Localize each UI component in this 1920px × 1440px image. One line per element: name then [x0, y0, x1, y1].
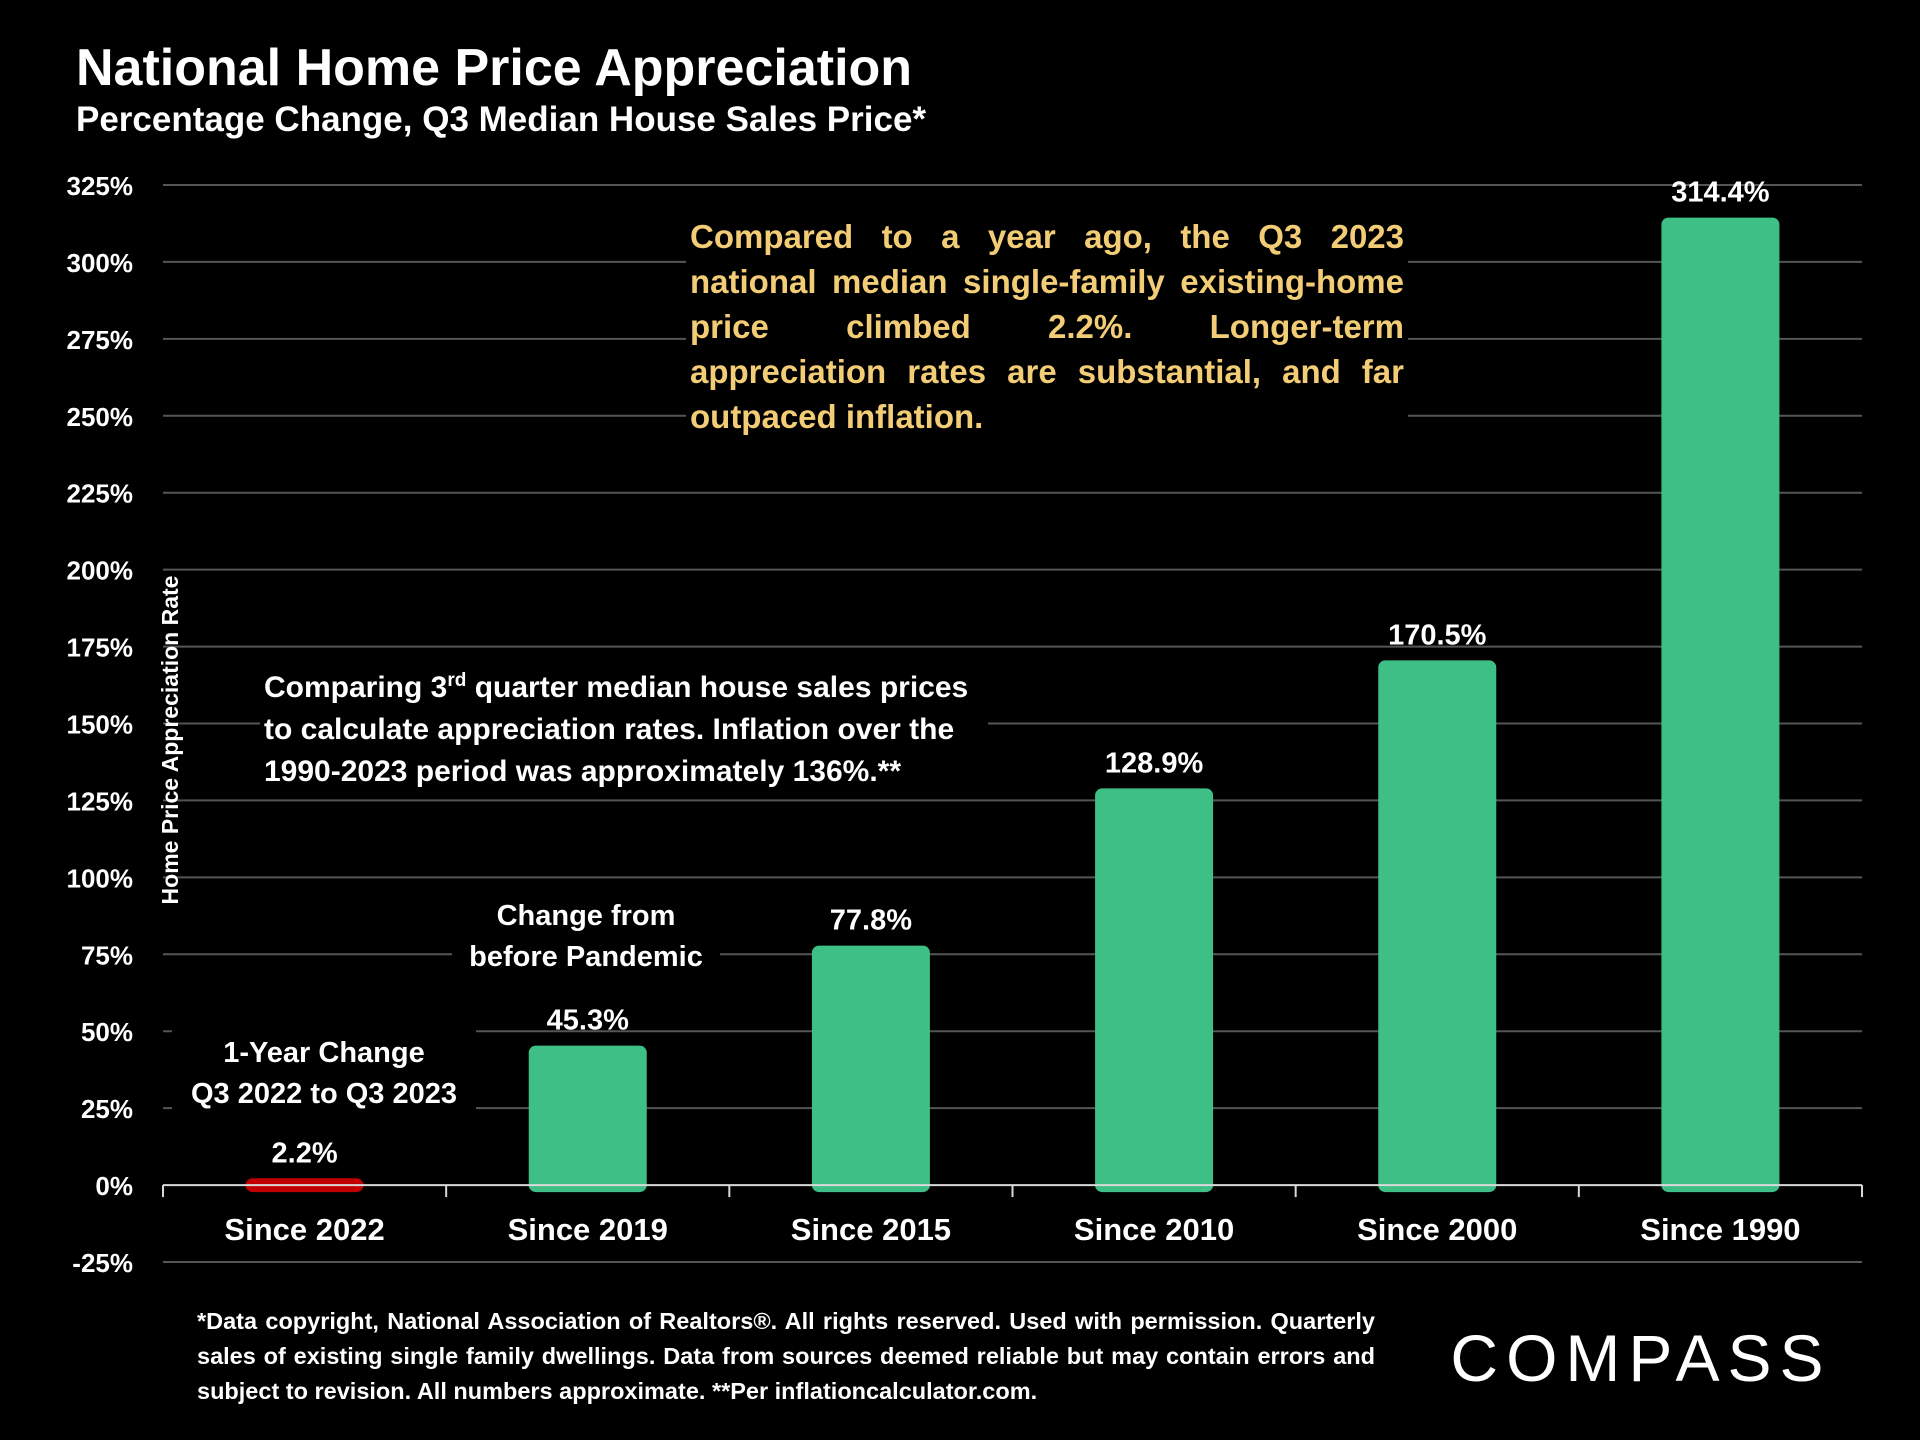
- y-tick-label: 125%: [67, 786, 134, 816]
- bar: [1095, 788, 1214, 1193]
- data-labels: 2.2% 45.3% 77.8% 128.9% 170.5% 314.4%: [272, 177, 1770, 1170]
- x-tick-label: Since 2019: [508, 1212, 668, 1247]
- bar: [1378, 660, 1497, 1193]
- data-label: 170.5%: [1388, 619, 1487, 651]
- pandemic-change-line1: Change from: [497, 900, 676, 932]
- data-label: 77.8%: [830, 905, 912, 937]
- x-tick-label: Since 2015: [791, 1212, 951, 1247]
- x-tick-label: Since 2022: [224, 1212, 384, 1247]
- y-tick-label: 100%: [67, 863, 134, 893]
- bar: [528, 1045, 647, 1193]
- y-tick-label: 300%: [67, 248, 134, 278]
- x-tick-label: Since 2010: [1074, 1212, 1234, 1247]
- chart-subtitle: Percentage Change, Q3 Median House Sales…: [76, 100, 927, 139]
- one-year-change-line1: 1-Year Change: [223, 1037, 424, 1069]
- y-tick-label: 75%: [81, 940, 133, 970]
- bars: [245, 217, 1780, 1193]
- data-source-footnote: *Data copyright, National Association of…: [197, 1308, 1375, 1404]
- data-label: 2.2%: [272, 1137, 338, 1169]
- pandemic-change-line2: before Pandemic: [469, 941, 703, 973]
- methodology-note-superscript: rd: [447, 670, 467, 691]
- pandemic-change-annotation: Change from before Pandemic: [452, 892, 720, 980]
- methodology-note-start: Comparing 3: [264, 671, 448, 704]
- one-year-change-line2: Q3 2022 to Q3 2023: [191, 1078, 457, 1110]
- x-tick-label: Since 2000: [1357, 1212, 1517, 1247]
- y-tick-label: 50%: [81, 1017, 133, 1047]
- x-axis: [162, 1184, 1863, 1198]
- y-tick-label: 250%: [67, 402, 134, 432]
- y-tick-label: 275%: [67, 325, 134, 355]
- y-tick-labels: -25% 0% 25% 50% 75% 100% 125% 150% 175% 200% 225% 2…: [67, 171, 134, 1278]
- y-tick-label: -25%: [72, 1248, 133, 1278]
- y-axis-title: Home Price Appreciation Rate: [157, 576, 183, 905]
- x-tick-labels: Since 2022 Since 2019 Since 2015 Since 2010…: [224, 1212, 1800, 1247]
- data-label: 45.3%: [547, 1005, 629, 1037]
- y-tick-label: 175%: [67, 633, 134, 663]
- one-year-change-annotation: 1-Year Change Q3 2022 to Q3 2023: [172, 1028, 476, 1116]
- y-tick-label: 0%: [95, 1171, 133, 1201]
- compass-logo-text: COMPASS: [1450, 1321, 1831, 1395]
- y-tick-label: 150%: [67, 710, 134, 740]
- y-tick-label: 200%: [67, 556, 134, 586]
- methodology-note-end: quarter median house sales prices to cal…: [264, 671, 969, 788]
- x-tick-label: Since 1990: [1640, 1212, 1800, 1247]
- bar: [811, 945, 930, 1193]
- bar: [1661, 217, 1780, 1193]
- y-tick-label: 25%: [81, 1094, 133, 1124]
- data-label: 314.4%: [1671, 177, 1770, 209]
- data-label: 128.9%: [1105, 747, 1204, 779]
- compass-logo: COMPASS: [1450, 1321, 1831, 1395]
- chart-title: National Home Price Appreciation: [76, 39, 913, 97]
- methodology-note: Comparing 3rd quarter median house sales…: [260, 660, 988, 793]
- y-tick-label: 325%: [67, 171, 134, 201]
- appreciation-summary-note: Compared to a year ago, the Q3 2023 nati…: [686, 214, 1408, 439]
- y-tick-label: 225%: [67, 479, 134, 509]
